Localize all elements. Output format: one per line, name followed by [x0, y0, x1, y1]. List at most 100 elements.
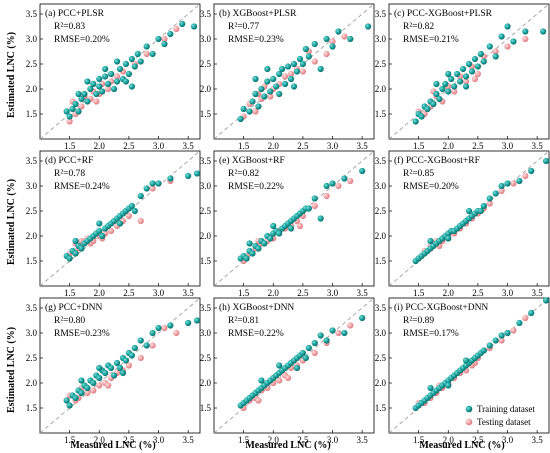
legend-testing-label: Testing dataset [477, 417, 531, 427]
training-point [96, 227, 103, 235]
training-point [341, 175, 348, 182]
training-point [287, 75, 295, 83]
training-point [90, 379, 97, 387]
y-tick-label: 3.0 [375, 34, 387, 44]
training-point [442, 80, 449, 88]
training-point [237, 115, 244, 123]
rmse-label: RMSE=0.23% [228, 35, 284, 45]
training-point [96, 83, 103, 90]
rmse-label: RMSE=0.21% [403, 35, 459, 45]
testing-point [299, 68, 306, 75]
x-tick-label: 2.5 [472, 288, 484, 298]
training-point [128, 202, 135, 210]
training-point [78, 95, 85, 103]
testing-point [335, 329, 342, 337]
testing-point [84, 389, 91, 397]
x-tick-label: 2.0 [268, 141, 280, 151]
training-point [63, 108, 70, 115]
testing-point [113, 73, 121, 80]
x-tick-label: 3.0 [502, 141, 514, 151]
training-point [364, 23, 372, 30]
testing-point [90, 387, 97, 394]
y-tick-label: 2.5 [375, 59, 387, 69]
training-point [448, 75, 455, 83]
y-tick-label: 1.5 [200, 256, 212, 266]
x-tick-label: 3.5 [183, 435, 195, 445]
training-point [293, 364, 301, 372]
testing-point [149, 342, 156, 349]
testing-point [510, 327, 517, 334]
panel-title: (f) PCC-XGBoost+RF [394, 155, 480, 166]
x-tick-label: 1.5 [413, 288, 425, 298]
panel-title: (i) PCC-XGBoost+DNN [394, 302, 488, 313]
training-point [477, 207, 484, 215]
testing-point [255, 397, 262, 404]
training-point [102, 65, 109, 73]
training-point [293, 68, 301, 75]
training-point [116, 65, 124, 73]
testing-point [173, 25, 180, 33]
y-tick-label: 3.0 [200, 181, 212, 191]
training-point [149, 50, 156, 58]
training-point [282, 80, 289, 88]
legend-training-label: Training dataset [477, 404, 535, 414]
training-point [335, 28, 342, 35]
x-tick-label: 2.0 [443, 435, 455, 445]
training-point [317, 332, 324, 339]
x-tick-label: 2.0 [268, 288, 280, 298]
testing-point [137, 217, 144, 225]
training-point [323, 337, 330, 344]
testing-point [323, 50, 330, 58]
training-point [359, 167, 366, 175]
training-point [137, 58, 144, 65]
y-tick-label: 1.5 [26, 109, 38, 119]
y-tick-label: 3.0 [26, 181, 38, 191]
testing-point [149, 185, 156, 192]
training-point [516, 177, 523, 185]
training-point [131, 344, 138, 352]
training-point [323, 182, 330, 190]
training-point [137, 337, 144, 344]
testing-point [284, 374, 292, 382]
training-point [267, 235, 274, 242]
y-tick-label: 3.5 [200, 156, 212, 166]
training-point [418, 113, 425, 120]
testing-point [471, 75, 479, 83]
training-point [261, 93, 268, 100]
training-point [258, 85, 265, 93]
y-tick-label: 3.0 [200, 34, 212, 44]
training-point [276, 90, 283, 98]
training-point [542, 157, 550, 165]
y-tick-label: 2.5 [200, 353, 212, 363]
training-point [329, 327, 336, 334]
x-tick-label: 3.5 [532, 141, 544, 151]
x-tick-label: 1.5 [238, 435, 250, 445]
testing-point [522, 314, 529, 322]
training-point [522, 28, 529, 35]
testing-point [311, 349, 318, 357]
training-point [108, 70, 115, 78]
r2-label: R²=0.78 [54, 169, 85, 179]
y-tick-label: 1.5 [26, 403, 38, 413]
training-point [323, 35, 330, 43]
y-tick-label: 3.5 [375, 156, 387, 166]
testing-point [282, 73, 289, 80]
scatter-panel: 1.5 2.0 2.5 3.0 3.5 1.5 2.0 2.5 3.0 3.5 (i) PCC-XG… [375, 297, 550, 445]
training-point [102, 369, 109, 377]
training-point [359, 314, 366, 322]
panel-title: (c) PCC-XGBoost+PLSR [394, 8, 493, 19]
x-tick-label: 2.5 [297, 288, 309, 298]
training-point [84, 384, 91, 392]
panel-title: (g) PCC+DNN [45, 302, 102, 313]
x-tick-label: 2.5 [123, 141, 135, 151]
training-point [116, 220, 124, 227]
training-point [474, 63, 481, 70]
training-point [412, 118, 419, 125]
x-axis-label-col-3: Measured LNC (%) [419, 440, 504, 451]
training-point [84, 98, 91, 105]
training-point [105, 80, 112, 88]
training-point [75, 108, 82, 115]
training-point [264, 78, 271, 85]
x-tick-label: 2.0 [268, 435, 280, 445]
testing-point [474, 70, 481, 78]
